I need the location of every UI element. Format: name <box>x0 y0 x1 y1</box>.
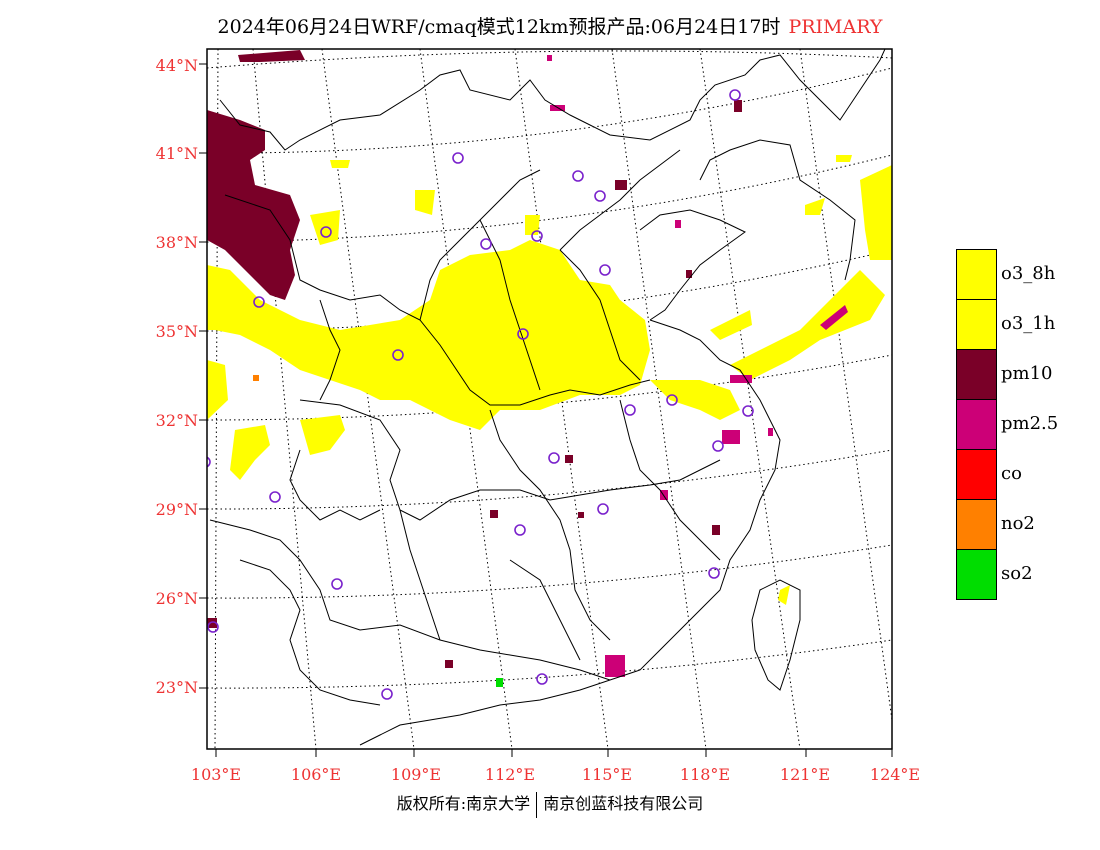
no2-marker <box>253 375 259 381</box>
lon-label-109: 109°E <box>390 765 442 784</box>
map-frame <box>206 48 893 750</box>
lon-label-118: 118°E <box>679 765 731 784</box>
legend-label-no2: no2 <box>1001 513 1035 534</box>
legend-swatch-pm25 <box>956 399 997 450</box>
lat-label-41: 41°N <box>155 144 198 163</box>
legend-item-pm10: pm10 <box>956 349 1096 400</box>
footer-left: 版权所有:南京大学 <box>396 794 531 813</box>
footer-right: 南京创蓝科技有限公司 <box>543 794 704 813</box>
legend-label-o3-1h: o3_1h <box>1001 313 1056 334</box>
map-title: 2024年06月24日WRF/cmaq模式12km预报产品:06月24日17时 P… <box>0 12 1100 39</box>
legend-swatch-o3-1h <box>956 299 997 350</box>
legend-swatch-o3-8h <box>956 249 997 300</box>
legend-item-co: co <box>956 449 1096 500</box>
legend-item-o3-1h: o3_1h <box>956 299 1096 350</box>
lon-label-112: 112°E <box>484 765 536 784</box>
legend-item-pm25: pm2.5 <box>956 399 1096 450</box>
footer-separator <box>536 791 538 818</box>
title-tag: PRIMARY <box>788 16 883 38</box>
legend-swatch-no2 <box>956 499 997 550</box>
legend-label-co: co <box>1001 463 1022 484</box>
city-markers <box>207 89 754 700</box>
lat-label-44: 44°N <box>155 56 198 75</box>
lat-label-38: 38°N <box>155 233 198 252</box>
lat-label-26: 26°N <box>155 589 198 608</box>
axis-ticks <box>199 63 893 757</box>
boundaries <box>209 49 886 746</box>
lat-label-32: 32°N <box>155 411 198 430</box>
legend-item-so2: so2 <box>956 549 1096 600</box>
o3-areas <box>207 155 892 605</box>
legend-item-no2: no2 <box>956 499 1096 550</box>
lon-label-103: 103°E <box>190 765 242 784</box>
lon-label-124: 124°E <box>869 765 921 784</box>
legend-swatch-pm10 <box>956 349 997 400</box>
lat-label-29: 29°N <box>155 500 198 519</box>
lat-label-35: 35°N <box>155 322 198 341</box>
legend-item-o3-8h: o3_8h <box>956 249 1096 300</box>
legend-swatch-so2 <box>956 549 997 600</box>
legend-label-pm25: pm2.5 <box>1001 413 1059 434</box>
lon-label-106: 106°E <box>290 765 342 784</box>
title-main: 2024年06月24日WRF/cmaq模式12km预报产品:06月24日17时 <box>217 16 781 38</box>
legend-label-pm10: pm10 <box>1001 363 1053 384</box>
legend-swatch-co <box>956 449 997 500</box>
legend-label-o3-8h: o3_8h <box>1001 263 1056 284</box>
so2-marker <box>496 678 503 687</box>
lon-label-115: 115°E <box>581 765 633 784</box>
copyright-footer: 版权所有:南京大学 南京创蓝科技有限公司 <box>0 790 1100 818</box>
lon-label-121: 121°E <box>779 765 831 784</box>
lat-label-23: 23°N <box>155 678 198 697</box>
legend-label-so2: so2 <box>1001 563 1033 584</box>
